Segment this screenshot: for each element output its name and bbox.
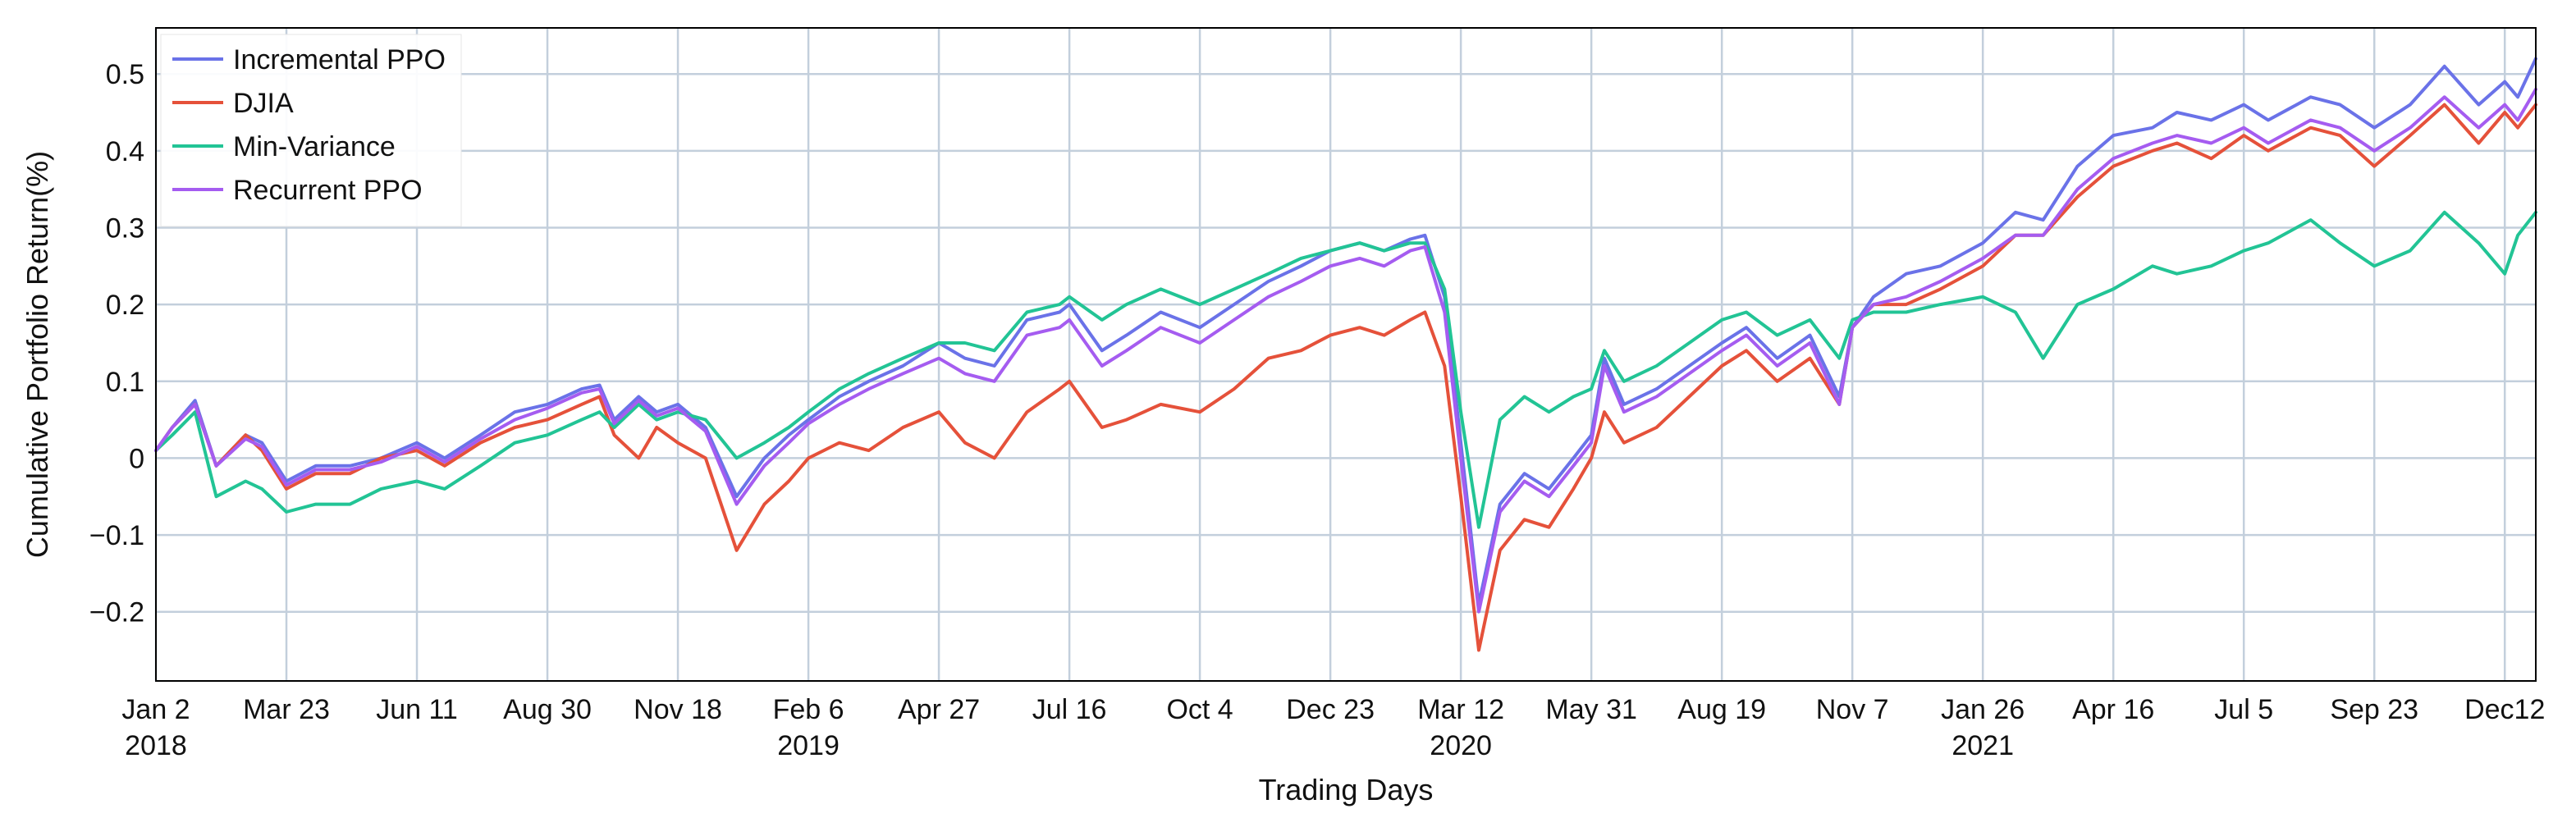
- legend-label: Recurrent PPO: [233, 175, 423, 206]
- x-tick-label: Aug 19: [1677, 694, 1766, 725]
- x-tick-label: Nov 7: [1816, 694, 1889, 725]
- x-tick-label: Mar 23: [243, 694, 330, 725]
- x-tick-label: Jan 26: [1941, 694, 2025, 725]
- legend-label: Incremental PPO: [233, 44, 446, 75]
- y-tick-label: 0.4: [106, 136, 144, 167]
- x-tick-label: Oct 4: [1166, 694, 1233, 725]
- y-tick-label: 0: [129, 443, 144, 474]
- y-tick-label: 0.2: [106, 290, 144, 321]
- x-tick-label: Jul 16: [1032, 694, 1107, 725]
- series-line-2: [154, 103, 2537, 652]
- series-line-3: [154, 210, 2537, 529]
- legend-label: Min-Variance: [233, 131, 396, 162]
- legend-label: DJIA: [233, 88, 294, 119]
- y-tick-label: 0.1: [106, 367, 144, 398]
- x-tick-label: Jan 2: [121, 694, 190, 725]
- x-tick-label: Apr 27: [898, 694, 980, 725]
- x-tick-label: Jun 11: [376, 694, 458, 725]
- series-lines: [154, 57, 2537, 652]
- y-axis: 0.5 0.4 0.3 0.2 0.1 0 −0.1 −0.2: [89, 59, 144, 628]
- x-tick-label: Feb 6: [773, 694, 844, 725]
- y-tick-label: 0.5: [106, 59, 144, 90]
- x-tick-label: Nov 18: [634, 694, 722, 725]
- x-axis: Jan 2 2018 Mar 23 Jun 11 Aug 30 Nov 18 Feb 6 20…: [121, 694, 2545, 761]
- x-axis-title: Trading Days: [1259, 773, 1434, 806]
- x-tick-year-label: 2018: [125, 730, 187, 761]
- x-tick-label: Sep 23: [2330, 694, 2418, 725]
- x-tick-label: Apr 16: [2072, 694, 2154, 725]
- x-tick-year-label: 2020: [1430, 730, 1492, 761]
- legend-box: [160, 34, 462, 227]
- y-axis-title: Cumulative Portfolio Return(%): [21, 151, 54, 558]
- x-tick-year-label: 2019: [777, 730, 840, 761]
- x-tick-label: May 31: [1545, 694, 1637, 725]
- x-tick-label: Dec 23: [1286, 694, 1375, 725]
- x-tick-year-label: 2021: [1951, 730, 2014, 761]
- y-tick-label: −0.1: [89, 520, 144, 551]
- plot-frame: [155, 27, 2537, 682]
- x-tick-label: Mar 12: [1417, 694, 1504, 725]
- x-tick-label: Aug 30: [503, 694, 592, 725]
- x-tick-label: Dec12: [2464, 694, 2545, 725]
- series-line-4: [154, 87, 2537, 614]
- legend: Incremental PPO DJIA Min-Variance Recurrent…: [160, 34, 462, 227]
- y-tick-label: −0.2: [89, 597, 144, 628]
- x-tick-label: Jul 5: [2214, 694, 2273, 725]
- y-tick-label: 0.3: [106, 212, 144, 244]
